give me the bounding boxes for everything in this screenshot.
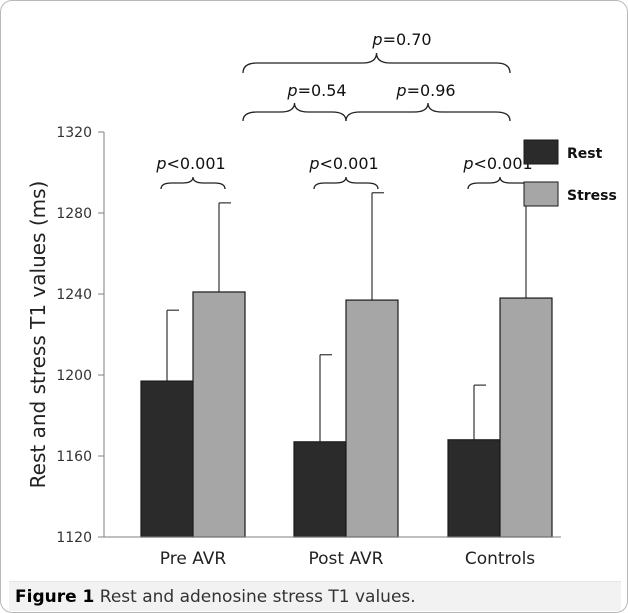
legend-label-rest: Rest bbox=[567, 146, 603, 162]
y-tick-label: 1120 bbox=[56, 530, 92, 546]
within-group-p-value: p<0.001 bbox=[155, 154, 225, 173]
between-group-p-value: p=0.54 bbox=[286, 81, 346, 100]
x-tick-label: Controls bbox=[465, 549, 535, 569]
between-group-p-value: p=0.70 bbox=[371, 30, 431, 49]
y-tick-label: 1200 bbox=[56, 368, 92, 384]
legend-swatch-stress bbox=[523, 181, 559, 207]
bar-stress-pre-avr bbox=[192, 291, 246, 538]
between-group-brace bbox=[242, 52, 511, 74]
y-tick-label: 1160 bbox=[56, 449, 92, 465]
within-group-p-value: p<0.001 bbox=[308, 154, 378, 173]
y-tick-label: 1320 bbox=[56, 125, 92, 141]
between-group-brace bbox=[242, 102, 347, 122]
x-tick-label: Pre AVR bbox=[160, 549, 227, 569]
y-tick-label: 1280 bbox=[56, 206, 92, 222]
bar-stress-post-avr bbox=[345, 299, 399, 538]
between-group-brace bbox=[345, 102, 511, 122]
y-axis-title: Rest and stress T1 values (ms) bbox=[26, 181, 50, 489]
figure-label: Figure 1 bbox=[15, 587, 95, 607]
figure-caption: Figure 1 Rest and adenosine stress T1 va… bbox=[9, 581, 621, 611]
legend-swatch-rest bbox=[523, 139, 559, 165]
y-tick-label: 1240 bbox=[56, 287, 92, 303]
bar-rest-controls bbox=[447, 439, 501, 538]
legend-label-stress: Stress bbox=[567, 188, 617, 204]
bar-rest-pre-avr bbox=[140, 380, 194, 538]
bar-chart: 1120 1160 1200 1240 1280 1320 Rest and stress … bbox=[26, 30, 617, 569]
bar-rest-post-avr bbox=[293, 441, 347, 538]
within-group-brace bbox=[313, 176, 379, 190]
within-group-p-value: p<0.001 bbox=[462, 154, 532, 173]
figure-caption-text: Rest and adenosine stress T1 values. bbox=[99, 587, 416, 607]
within-group-brace bbox=[467, 176, 533, 190]
within-group-brace bbox=[160, 176, 226, 190]
between-group-p-value: p=0.96 bbox=[395, 81, 455, 100]
x-tick-label: Post AVR bbox=[309, 549, 384, 569]
bar-stress-controls bbox=[499, 297, 553, 538]
